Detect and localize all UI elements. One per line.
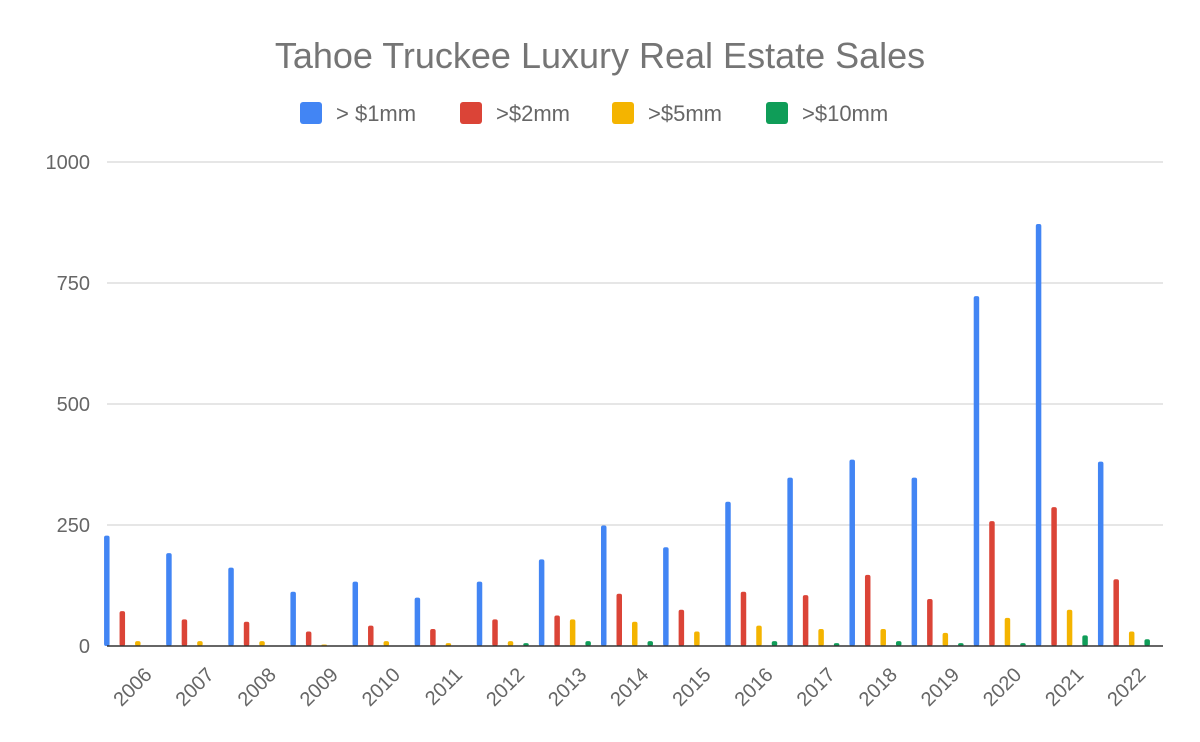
bar bbox=[135, 641, 141, 646]
bar bbox=[1144, 639, 1150, 646]
bar bbox=[243, 621, 250, 646]
x-tick-label: 2008 bbox=[234, 664, 281, 711]
x-tick-label: 2012 bbox=[482, 664, 529, 711]
bar bbox=[119, 611, 126, 646]
bar bbox=[1004, 617, 1011, 646]
x-tick-label: 2013 bbox=[544, 664, 591, 711]
x-tick-label: 2009 bbox=[296, 664, 343, 711]
bar bbox=[864, 574, 871, 646]
legend-swatch bbox=[460, 102, 482, 124]
x-tick-label: 2017 bbox=[793, 664, 840, 711]
y-tick-label: 250 bbox=[57, 515, 90, 537]
bar bbox=[290, 591, 296, 646]
bar bbox=[1082, 635, 1088, 646]
bar bbox=[181, 619, 188, 646]
bar bbox=[1066, 609, 1073, 646]
legend-label: >$10mm bbox=[802, 101, 888, 126]
x-tick-label: 2021 bbox=[1041, 664, 1088, 711]
bar bbox=[1051, 507, 1057, 646]
chart-title: Tahoe Truckee Luxury Real Estate Sales bbox=[275, 35, 925, 76]
bar bbox=[601, 525, 607, 646]
legend-label: > $1mm bbox=[336, 101, 416, 126]
bar bbox=[507, 641, 514, 646]
legend-swatch bbox=[300, 102, 322, 124]
bar bbox=[740, 591, 747, 646]
x-tick-label: 2011 bbox=[421, 664, 467, 710]
x-tick-label: 2010 bbox=[358, 664, 405, 711]
bar bbox=[787, 477, 793, 646]
x-tick-label: 2019 bbox=[917, 664, 964, 711]
y-axis-ticks: 0 250 500 750 1000 bbox=[46, 152, 91, 658]
bar bbox=[259, 641, 265, 646]
x-tick-label: 2014 bbox=[606, 664, 653, 711]
bar bbox=[228, 567, 234, 646]
bar bbox=[911, 477, 918, 646]
bar bbox=[973, 296, 980, 646]
bar bbox=[725, 501, 731, 646]
x-tick-label: 2006 bbox=[109, 664, 156, 711]
x-tick-label: 2016 bbox=[731, 664, 778, 711]
bar bbox=[166, 553, 172, 646]
bar bbox=[414, 597, 421, 646]
bar bbox=[430, 629, 436, 646]
bar bbox=[368, 625, 374, 646]
bar bbox=[383, 641, 390, 646]
legend-swatch bbox=[612, 102, 634, 124]
bar bbox=[538, 559, 545, 646]
bar bbox=[942, 632, 949, 646]
bar bbox=[756, 625, 762, 646]
y-tick-label: 1000 bbox=[46, 152, 91, 174]
bar bbox=[989, 521, 995, 646]
gridlines bbox=[107, 161, 1163, 526]
bar bbox=[1097, 461, 1104, 646]
x-tick-label: 2007 bbox=[172, 664, 219, 711]
bar bbox=[802, 595, 809, 646]
legend-swatch bbox=[766, 102, 788, 124]
x-tick-label: 2015 bbox=[669, 664, 716, 711]
bar bbox=[492, 619, 498, 646]
y-tick-label: 750 bbox=[57, 273, 90, 295]
bar bbox=[849, 459, 855, 646]
bar bbox=[1128, 631, 1135, 646]
bar bbox=[880, 629, 886, 646]
bar bbox=[895, 641, 902, 646]
bar bbox=[632, 621, 638, 646]
bar bbox=[927, 599, 933, 646]
bar bbox=[678, 609, 685, 646]
bars bbox=[104, 223, 1150, 646]
x-tick-label: 2020 bbox=[979, 664, 1026, 711]
y-tick-label: 0 bbox=[79, 636, 90, 658]
bar bbox=[104, 535, 110, 646]
bar bbox=[569, 619, 576, 646]
bar bbox=[694, 631, 700, 646]
bar bbox=[1113, 579, 1119, 646]
x-tick-label: 2022 bbox=[1103, 664, 1150, 711]
x-tick-label: 2018 bbox=[855, 664, 902, 711]
bar bbox=[818, 629, 824, 646]
legend-label: >$5mm bbox=[648, 101, 722, 126]
bar bbox=[476, 581, 483, 646]
bar bbox=[663, 547, 669, 646]
bar bbox=[554, 615, 560, 646]
bar bbox=[771, 641, 778, 646]
legend-label: >$2mm bbox=[496, 101, 570, 126]
bar bbox=[197, 641, 203, 646]
y-tick-label: 500 bbox=[57, 394, 90, 416]
bar bbox=[616, 593, 622, 646]
bar bbox=[647, 641, 653, 646]
bar bbox=[352, 581, 359, 646]
bar bbox=[585, 641, 591, 646]
bar bbox=[305, 631, 312, 646]
legend: > $1mm >$2mm >$5mm >$10mm bbox=[300, 101, 888, 126]
bar bbox=[1035, 223, 1042, 646]
x-axis-ticks: 2006 2007 2008 2009 2010 2011 2012 2013 2014 2015… bbox=[109, 664, 1150, 711]
